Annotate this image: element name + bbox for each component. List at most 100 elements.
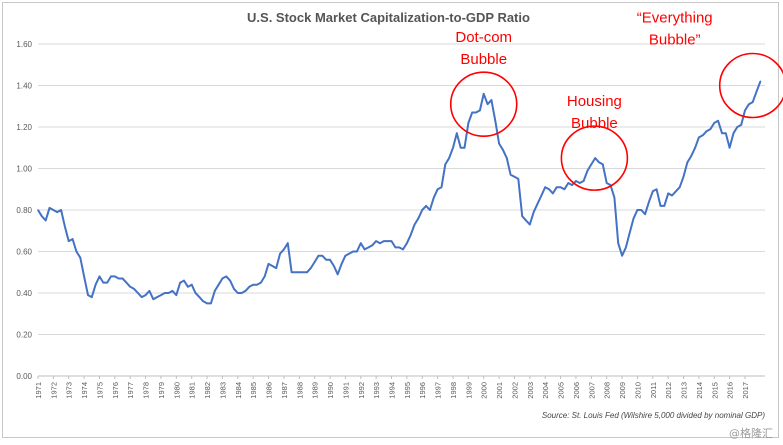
data-point xyxy=(667,192,669,195)
data-point xyxy=(252,283,254,286)
x-tick-label: 2008 xyxy=(603,382,612,399)
y-tick-label: 0.20 xyxy=(16,331,32,340)
data-point xyxy=(237,292,239,294)
y-tick-label: 1.20 xyxy=(16,123,32,132)
data-point xyxy=(475,111,477,114)
data-point xyxy=(394,246,397,249)
data-point xyxy=(490,99,493,101)
data-point xyxy=(655,188,658,191)
data-point xyxy=(202,300,205,303)
data-point xyxy=(513,176,516,178)
data-point xyxy=(379,242,381,244)
data-point xyxy=(229,279,231,282)
data-point xyxy=(413,223,416,226)
data-point xyxy=(709,128,712,130)
data-point xyxy=(690,155,693,157)
annotation-circle xyxy=(718,52,783,119)
data-point xyxy=(244,290,247,292)
x-tick-label: 1984 xyxy=(234,382,243,399)
x-tick-label: 1979 xyxy=(157,382,166,399)
x-tick-label: 2000 xyxy=(480,382,489,399)
data-point xyxy=(482,93,485,95)
data-point xyxy=(479,109,481,112)
data-point xyxy=(448,157,450,159)
data-point xyxy=(440,186,443,188)
data-point xyxy=(651,190,654,193)
x-tick-label: 1989 xyxy=(311,382,320,399)
data-point xyxy=(555,186,558,188)
data-point xyxy=(594,157,596,159)
data-point xyxy=(628,232,631,234)
data-point xyxy=(187,285,189,288)
data-point xyxy=(167,292,170,294)
data-point xyxy=(540,194,543,197)
data-point xyxy=(333,265,335,267)
data-point xyxy=(671,194,673,197)
annotation-label: Housing xyxy=(567,93,622,110)
data-point xyxy=(110,275,112,278)
x-tick-label: 1978 xyxy=(142,382,151,399)
data-point xyxy=(675,190,677,193)
data-point xyxy=(456,132,458,135)
data-point xyxy=(144,294,147,296)
x-tick-label: 1993 xyxy=(372,382,381,399)
data-point xyxy=(525,219,527,222)
data-point xyxy=(56,211,59,213)
x-tick-label: 1971 xyxy=(34,382,43,399)
data-point xyxy=(509,173,512,176)
data-point xyxy=(721,132,723,135)
data-point xyxy=(586,169,589,172)
data-point xyxy=(536,202,539,205)
x-tick-label: 1974 xyxy=(80,382,89,399)
data-point xyxy=(83,275,85,278)
data-point xyxy=(279,252,281,255)
data-point xyxy=(198,296,201,298)
data-point xyxy=(682,176,685,178)
data-point xyxy=(759,80,762,83)
data-point xyxy=(390,240,393,242)
data-point xyxy=(352,250,354,253)
data-point xyxy=(260,281,262,284)
data-point xyxy=(713,122,716,124)
data-point xyxy=(529,223,531,226)
data-point xyxy=(217,283,220,286)
data-point xyxy=(183,279,185,282)
data-point xyxy=(459,146,462,149)
x-tick-label: 1986 xyxy=(265,382,274,399)
data-point xyxy=(505,157,508,159)
data-point xyxy=(240,292,243,294)
x-tick-label: 1994 xyxy=(388,382,397,399)
data-point xyxy=(313,261,316,263)
data-point xyxy=(632,217,635,220)
data-point xyxy=(613,196,616,199)
data-point xyxy=(575,180,577,182)
data-point xyxy=(60,209,62,211)
data-point xyxy=(267,263,270,265)
data-point xyxy=(117,277,120,280)
data-point xyxy=(436,188,439,191)
data-point xyxy=(602,163,604,166)
data-point xyxy=(114,275,116,278)
x-tick-label: 1991 xyxy=(341,382,350,399)
data-point xyxy=(329,259,331,261)
data-point xyxy=(578,182,581,184)
x-tick-label: 1999 xyxy=(464,382,473,399)
data-point xyxy=(621,254,623,257)
data-point xyxy=(359,242,362,244)
data-point xyxy=(102,281,105,284)
data-point xyxy=(44,219,47,222)
data-point xyxy=(152,298,155,301)
data-point xyxy=(325,259,327,261)
data-point xyxy=(567,182,570,184)
data-point xyxy=(563,188,566,191)
data-point xyxy=(532,211,535,213)
data-point xyxy=(751,101,754,103)
y-tick-label: 0.00 xyxy=(16,372,32,381)
annotation-circle xyxy=(449,71,518,137)
data-point xyxy=(164,292,166,294)
data-point xyxy=(225,275,228,278)
x-tick-label: 2016 xyxy=(726,382,735,399)
x-tick-label: 1972 xyxy=(49,382,58,399)
data-point xyxy=(590,163,593,166)
x-tick-label: 1998 xyxy=(449,382,458,399)
